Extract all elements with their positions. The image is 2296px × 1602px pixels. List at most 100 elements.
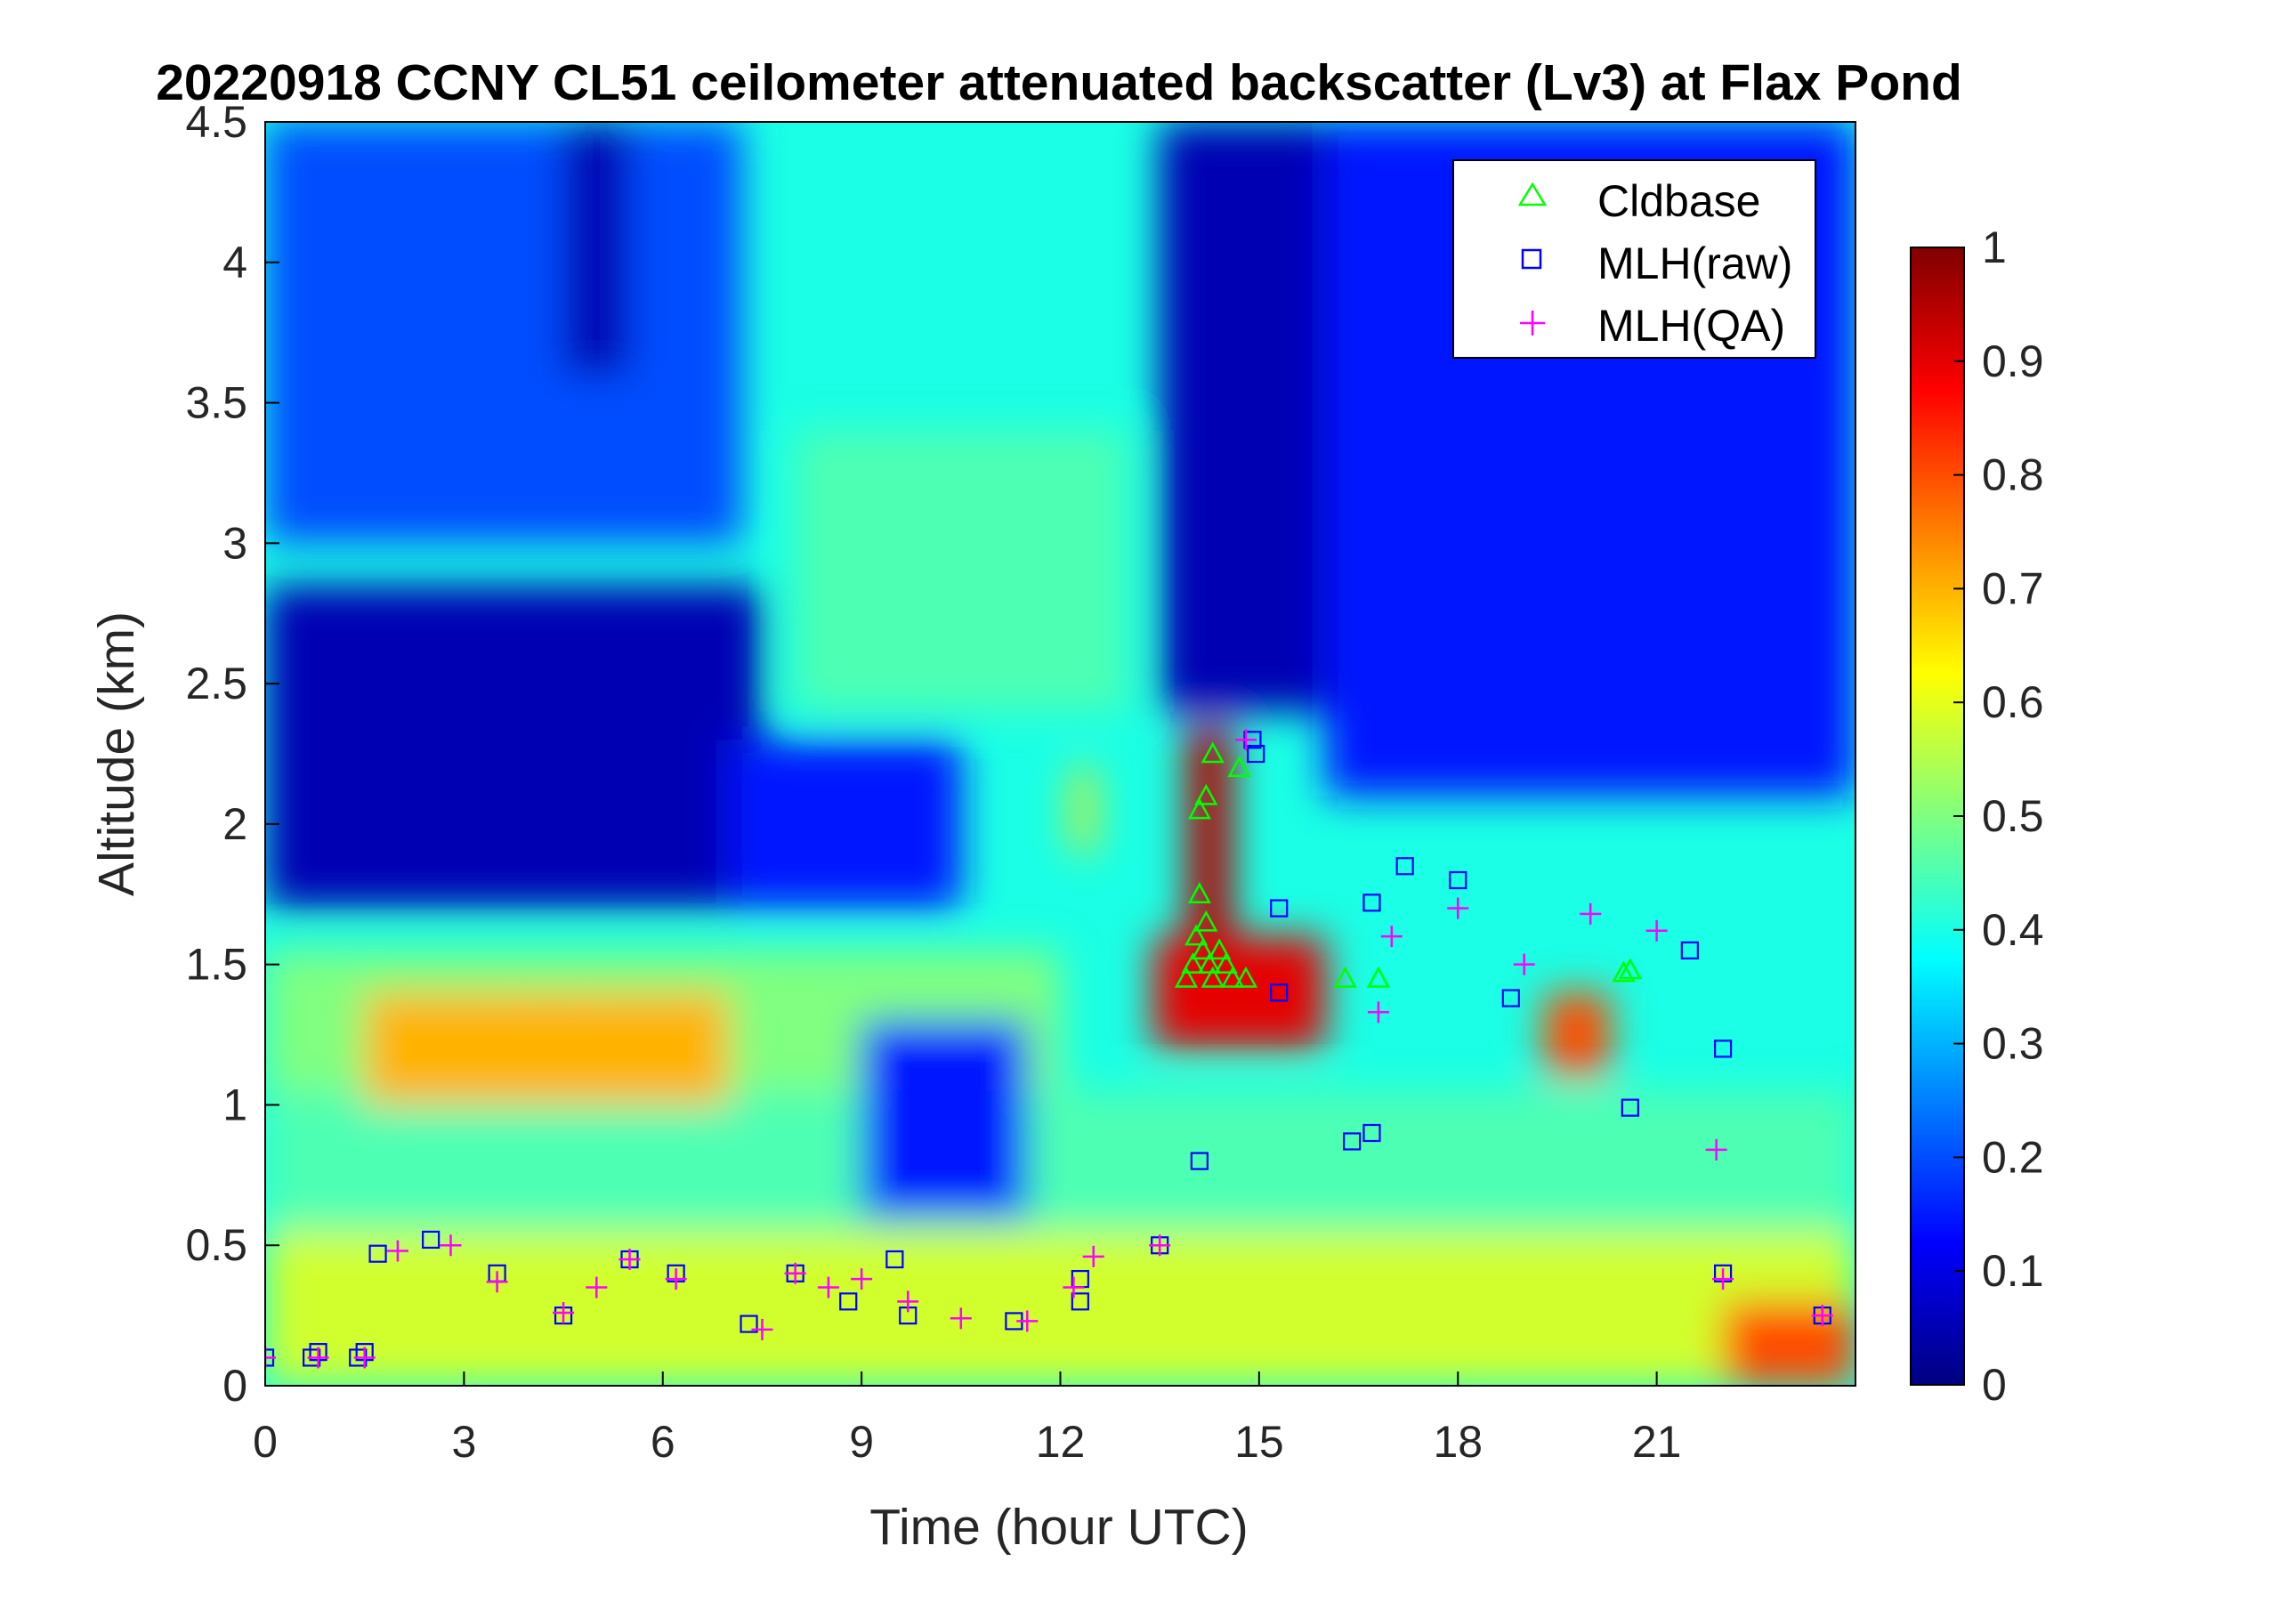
x-tick-label: 18 xyxy=(1433,1417,1483,1467)
legend: Cldbase MLH(raw) MLH(QA) xyxy=(1452,159,1816,359)
colorbar-tick-label: 0.4 xyxy=(1982,905,2044,955)
mlh-qa-point xyxy=(440,1234,462,1257)
mlh-qa-point xyxy=(265,1347,276,1369)
cldbase-point xyxy=(1174,966,1199,988)
mlh-qa-point xyxy=(618,1249,641,1270)
x-tick-label: 21 xyxy=(1632,1417,1682,1467)
mlh-raw-point xyxy=(1362,1123,1381,1143)
y-tick-label: 0.5 xyxy=(185,1220,247,1270)
mlh-qa-point xyxy=(897,1290,919,1313)
mlh-raw-point xyxy=(885,1250,904,1269)
cldbase-point xyxy=(1208,938,1232,960)
mlh-qa-point xyxy=(1645,919,1668,942)
marker-layer xyxy=(265,729,1833,1369)
colorbar-tick-label: 0.5 xyxy=(1982,791,2044,841)
cldbase-point xyxy=(1194,910,1218,932)
y-axis-label: Altitude (km) xyxy=(88,611,145,896)
mlh-raw-point xyxy=(740,1315,758,1333)
field-feature-13 xyxy=(364,992,730,1105)
mlh-raw-point xyxy=(1621,1098,1639,1117)
y-tick-label: 3 xyxy=(222,518,247,568)
mlh-qa-point xyxy=(307,1347,329,1369)
colorbar-tick-label: 0.2 xyxy=(1982,1132,2044,1182)
legend-mlh-qa-plus-icon xyxy=(1520,311,1545,336)
colorbar-ticks: 0 0.1 0.2 0.3 0.4 0.5 0.6 0.7 0.8 0.9 1 xyxy=(1953,222,2044,1410)
cldbase-point xyxy=(1201,966,1225,988)
cldbase-point xyxy=(1187,797,1211,820)
cldbase-point xyxy=(1191,938,1215,960)
mlh-raw-point xyxy=(1190,1152,1209,1170)
y-tick-label: 2.5 xyxy=(185,659,247,708)
cldbase-point xyxy=(1233,966,1258,988)
mlh-qa-point xyxy=(1149,1234,1171,1257)
legend-mlh-raw-label: MLH(raw) xyxy=(1597,239,1792,288)
legend-cldbase-label: Cldbase xyxy=(1597,176,1760,226)
mlh-qa-point xyxy=(1234,729,1257,751)
cldbase-point xyxy=(1201,741,1225,764)
field-feature-3 xyxy=(1723,1301,1855,1386)
y-axis: 0 0.5 1 1.5 2 2.5 3 3.5 4 4.5 xyxy=(185,97,279,1411)
y-tick-label: 3.5 xyxy=(185,378,247,428)
cldbase-point xyxy=(1184,924,1209,946)
cldbase-point xyxy=(1214,952,1238,974)
mlh-qa-point xyxy=(665,1268,687,1290)
mlh-qa-point xyxy=(1513,953,1535,975)
colorbar: 0 0.1 0.2 0.3 0.4 0.5 0.6 0.7 0.8 0.9 1 xyxy=(1910,222,2044,1410)
mlh-qa-point xyxy=(353,1347,376,1369)
cldbase-point xyxy=(1187,882,1211,904)
x-axis-label: Time (hour UTC) xyxy=(869,1499,1248,1556)
series-mlh-qa xyxy=(265,729,1833,1369)
y-tick-label: 4 xyxy=(222,238,247,287)
field-feature-4 xyxy=(265,585,763,909)
field-feature-11 xyxy=(795,431,1127,712)
mlh-raw-point xyxy=(1680,941,1699,959)
backscatter-field xyxy=(265,122,1855,1386)
x-axis: 0 3 6 9 12 15 18 21 xyxy=(253,1371,1681,1467)
cldbase-point xyxy=(1181,952,1205,974)
mlh-raw-point xyxy=(1501,989,1520,1007)
mlh-qa-point xyxy=(586,1276,608,1299)
colorbar-tick-label: 0.9 xyxy=(1982,336,2044,386)
series-cldbase xyxy=(1174,741,1642,988)
field-feature-9 xyxy=(1160,122,1326,712)
mlh-raw-point xyxy=(1449,870,1467,890)
x-tick-label: 9 xyxy=(849,1417,874,1467)
mlh-raw-point xyxy=(1247,744,1265,764)
mlh-qa-point xyxy=(784,1262,806,1284)
mlh-qa-point xyxy=(851,1268,873,1290)
field-feature-1 xyxy=(265,1090,1855,1232)
mlh-qa-point xyxy=(950,1307,972,1330)
colorbar-tick-label: 0.8 xyxy=(1982,450,2044,500)
cldbase-point xyxy=(1618,958,1642,980)
y-tick-label: 0 xyxy=(222,1361,247,1411)
colorbar-tick-label: 0.1 xyxy=(1982,1246,2044,1296)
cldbase-point xyxy=(1227,756,1251,778)
mlh-qa-point xyxy=(1712,1268,1734,1290)
mlh-qa-point xyxy=(751,1318,773,1340)
mlh-raw-point xyxy=(1071,1292,1089,1311)
mlh-qa-point xyxy=(386,1240,408,1262)
x-tick-label: 12 xyxy=(1036,1417,1086,1467)
field-feature-8 xyxy=(563,122,630,375)
field-feature-6 xyxy=(861,1020,1028,1218)
mlh-qa-point xyxy=(1380,926,1403,948)
mlh-raw-point xyxy=(1270,983,1289,1002)
field-feature-7 xyxy=(265,122,743,544)
mlh-raw-point xyxy=(1395,857,1414,876)
legend-mlh-qa-label: MLH(QA) xyxy=(1597,301,1785,351)
mlh-raw-point xyxy=(422,1230,441,1250)
mlh-qa-point xyxy=(1016,1310,1039,1332)
mlh-qa-point xyxy=(1082,1245,1104,1267)
mlh-raw-point xyxy=(1362,894,1381,912)
cldbase-point xyxy=(1366,966,1391,988)
mlh-qa-point xyxy=(1811,1305,1833,1327)
mlh-qa-point xyxy=(817,1276,839,1299)
cldbase-point xyxy=(1220,966,1245,988)
y-tick-label: 1 xyxy=(222,1080,247,1129)
mlh-qa-point xyxy=(1063,1276,1085,1299)
cldbase-point xyxy=(1333,966,1357,988)
field-feature-16 xyxy=(1544,992,1611,1077)
legend-mlh-raw-square-icon xyxy=(1521,248,1542,270)
legend-cldbase-triangle-icon xyxy=(1517,182,1548,206)
colorbar-tick-label: 0 xyxy=(1982,1360,2007,1410)
